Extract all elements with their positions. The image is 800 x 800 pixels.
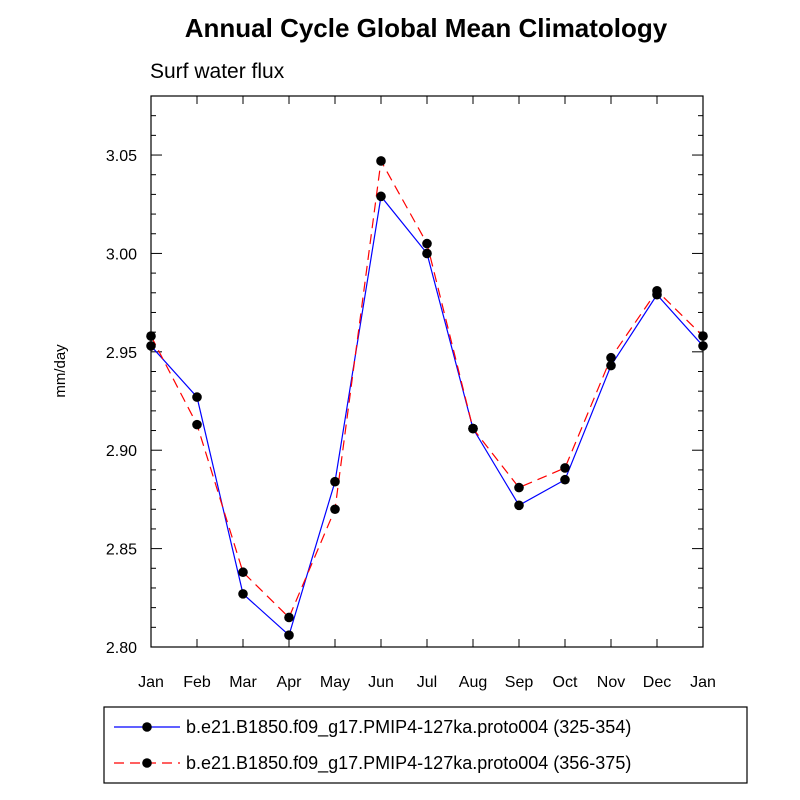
data-point-series-1	[560, 474, 570, 485]
x-tick-label: Jul	[417, 674, 437, 691]
x-tick-label: Feb	[183, 674, 211, 691]
y-tick-label: 2.95	[106, 345, 137, 362]
x-tick-label: Jan	[138, 674, 164, 691]
data-point-series-2	[238, 567, 248, 578]
legend-label-1: b.e21.B1850.f09_g17.PMIP4-127ka.proto004…	[186, 717, 631, 738]
axis-ticks: Jan Feb Mar Apr May Jun Jul Aug Sep Oct Nov Dec Jan2…	[106, 95, 716, 691]
x-tick-label: May	[320, 674, 350, 691]
data-point-series-1	[238, 589, 248, 599]
legend-label-2: b.e21.B1850.f09_g17.PMIP4-127ka.proto004…	[186, 753, 631, 774]
data-point-series-2	[376, 156, 386, 166]
data-point-series-1	[330, 476, 340, 487]
x-tick-label: Oct	[553, 674, 578, 691]
y-tick-label: 2.80	[106, 640, 137, 657]
legend-marker-2	[142, 758, 152, 768]
data-point-series-2	[146, 331, 156, 341]
data-point-series-1	[698, 341, 708, 351]
x-tick-label: Apr	[277, 674, 303, 691]
series-line-1	[150, 194, 704, 637]
x-tick-label: Jan	[690, 674, 716, 691]
data-point-series-1	[422, 248, 432, 259]
legend-box	[103, 706, 748, 784]
data-point-series-2	[514, 482, 524, 493]
data-point-series-1	[284, 630, 294, 640]
x-tick-label: Sep	[505, 674, 534, 691]
data-point-series-1	[192, 392, 202, 402]
x-tick-label: Aug	[459, 674, 487, 691]
data-point-series-2	[698, 331, 708, 341]
chart-subtitle: Surf water flux	[150, 60, 285, 83]
y-axis-label: mm/day	[52, 344, 69, 398]
x-tick-label: Jun	[368, 674, 394, 691]
data-point-series-2	[606, 352, 616, 363]
data-point-series-1	[606, 360, 616, 371]
legend: b.e21.B1850.f09_g17.PMIP4-127ka.proto004…	[114, 717, 631, 774]
series-line-2	[150, 159, 704, 619]
x-tick-label: Nov	[597, 674, 625, 691]
data-point-series-2	[560, 463, 570, 473]
y-tick-label: 3.05	[106, 148, 137, 165]
x-tick-label: Dec	[643, 674, 671, 691]
series-layer	[146, 156, 708, 640]
data-point-series-2	[468, 423, 478, 434]
data-point-series-1	[376, 191, 386, 202]
chart-title: Annual Cycle Global Mean Climatology	[185, 13, 668, 43]
legend-marker-1	[142, 722, 152, 732]
data-point-series-1	[146, 341, 156, 351]
data-point-series-1	[514, 500, 524, 511]
data-point-series-2	[652, 286, 662, 296]
plot-frame	[150, 95, 704, 648]
data-point-series-2	[422, 238, 432, 249]
data-point-series-2	[330, 504, 340, 515]
y-tick-label: 2.85	[106, 542, 137, 559]
data-point-series-2	[192, 419, 202, 430]
x-tick-label: Mar	[229, 674, 257, 691]
y-tick-label: 3.00	[106, 246, 137, 263]
data-point-series-2	[284, 612, 294, 623]
y-tick-label: 2.90	[106, 443, 137, 460]
